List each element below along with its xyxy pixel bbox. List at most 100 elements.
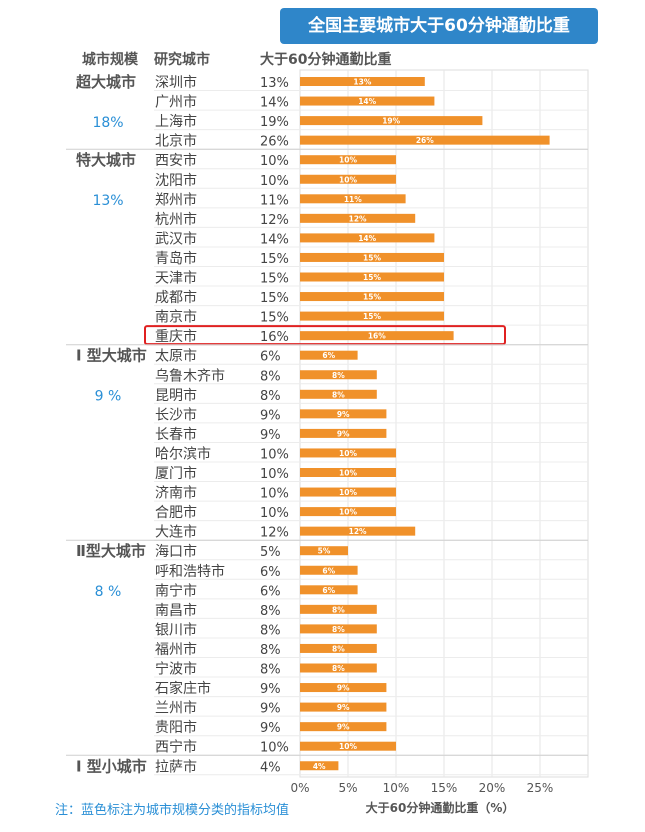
- value-label: 9%: [260, 408, 281, 423]
- city-label: 深圳市: [155, 74, 197, 91]
- bar: [300, 292, 444, 302]
- bar-data-label: 15%: [363, 253, 381, 262]
- bar-data-label: 9%: [337, 703, 350, 712]
- value-label: 8%: [260, 623, 281, 638]
- footnote: 注：蓝色标注为城市规模分类的指标均值: [55, 803, 290, 818]
- bar-data-label: 26%: [416, 136, 434, 145]
- bar: [300, 487, 396, 497]
- city-label: 哈尔滨市: [155, 445, 211, 462]
- city-label: 大连市: [155, 524, 197, 541]
- bar-data-label: 5%: [318, 547, 331, 556]
- bar-data-label: 10%: [339, 156, 357, 165]
- bar: [300, 663, 377, 673]
- bar-data-label: 8%: [332, 625, 345, 634]
- value-label: 9%: [260, 721, 281, 736]
- value-label: 10%: [260, 487, 289, 502]
- value-label: 10%: [260, 174, 289, 189]
- value-label: 11%: [260, 193, 289, 208]
- value-label: 16%: [260, 330, 289, 345]
- value-label: 15%: [260, 272, 289, 287]
- bar-data-label: 10%: [339, 508, 357, 517]
- x-tick-label: 20%: [479, 781, 506, 795]
- group-average: 18%: [92, 115, 123, 131]
- bar: [300, 683, 387, 693]
- value-label: 13%: [260, 76, 289, 91]
- header-scale: 城市规模: [82, 51, 139, 68]
- value-label: 8%: [260, 643, 281, 658]
- bar-data-label: 6%: [322, 566, 335, 575]
- bar: [300, 252, 444, 262]
- value-label: 9%: [260, 702, 281, 717]
- bar-data-label: 9%: [337, 723, 350, 732]
- x-tick-label: 15%: [431, 781, 458, 795]
- bar: [300, 213, 416, 223]
- group-average: 13%: [92, 193, 123, 209]
- bar-data-label: 8%: [332, 371, 345, 380]
- bar: [300, 722, 387, 732]
- city-label: 济南市: [155, 485, 197, 502]
- value-label: 12%: [260, 526, 289, 541]
- bar: [300, 77, 425, 86]
- group-name: Ⅱ型大城市: [76, 542, 146, 560]
- group-average: 8 %: [95, 584, 122, 600]
- city-label: 南昌市: [155, 602, 197, 619]
- city-label: 昆明市: [155, 387, 197, 404]
- bar: [300, 468, 396, 477]
- bar-data-label: 8%: [332, 644, 345, 653]
- bar-data-label: 9%: [337, 410, 350, 419]
- value-label: 26%: [260, 135, 289, 150]
- bar: [300, 96, 435, 106]
- bar-data-label: 14%: [358, 234, 376, 243]
- city-label: 长春市: [155, 426, 197, 443]
- bar-data-label: 19%: [382, 117, 400, 126]
- bar-data-label: 9%: [337, 429, 350, 438]
- bar: [300, 116, 483, 126]
- x-tick-label: 0%: [290, 781, 309, 795]
- x-tick-label: 25%: [527, 781, 554, 795]
- city-label: 杭州市: [155, 211, 197, 228]
- city-label: 拉萨市: [155, 758, 197, 775]
- city-label: 沈阳市: [155, 172, 197, 189]
- bar: [300, 409, 387, 419]
- city-label: 广州市: [155, 94, 197, 111]
- bar-data-label: 4%: [313, 762, 326, 771]
- value-label: 9%: [260, 682, 281, 697]
- bar-data-label: 12%: [349, 214, 367, 223]
- bar-data-label: 15%: [363, 312, 381, 321]
- bar: [300, 526, 416, 536]
- header-value: 大于60分钟通勤比重: [260, 51, 391, 68]
- bar: [300, 428, 387, 438]
- header-city: 研究城市: [154, 51, 210, 68]
- bar: [300, 389, 377, 399]
- bar-data-label: 10%: [339, 175, 357, 184]
- bar: [300, 761, 339, 771]
- city-label: 长沙市: [155, 406, 197, 423]
- bar: [300, 350, 358, 360]
- value-label: 14%: [260, 96, 289, 111]
- city-label: 合肥市: [155, 504, 197, 521]
- value-label: 10%: [260, 154, 289, 169]
- city-label: 西安市: [155, 152, 197, 169]
- bar-data-label: 10%: [339, 469, 357, 478]
- value-label: 15%: [260, 311, 289, 326]
- value-label: 5%: [260, 545, 281, 560]
- bar: [300, 604, 377, 614]
- bar-data-label: 10%: [339, 488, 357, 497]
- city-label: 南京市: [155, 309, 197, 326]
- bar: [300, 448, 396, 458]
- group-average: 9 %: [95, 389, 122, 405]
- city-label: 重庆市: [155, 328, 197, 345]
- bar: [300, 311, 444, 321]
- city-label: 厦门市: [155, 465, 197, 482]
- value-label: 15%: [260, 291, 289, 306]
- bar-data-label: 6%: [322, 586, 335, 595]
- group-name: 特大城市: [76, 151, 136, 169]
- bar-data-label: 6%: [322, 351, 335, 360]
- bar: [300, 155, 396, 165]
- bar-data-label: 15%: [363, 293, 381, 302]
- city-label: 天津市: [155, 270, 197, 287]
- chart-title: 全国主要城市大于60分钟通勤比重: [280, 8, 598, 44]
- bar: [300, 194, 406, 204]
- value-label: 12%: [260, 213, 289, 228]
